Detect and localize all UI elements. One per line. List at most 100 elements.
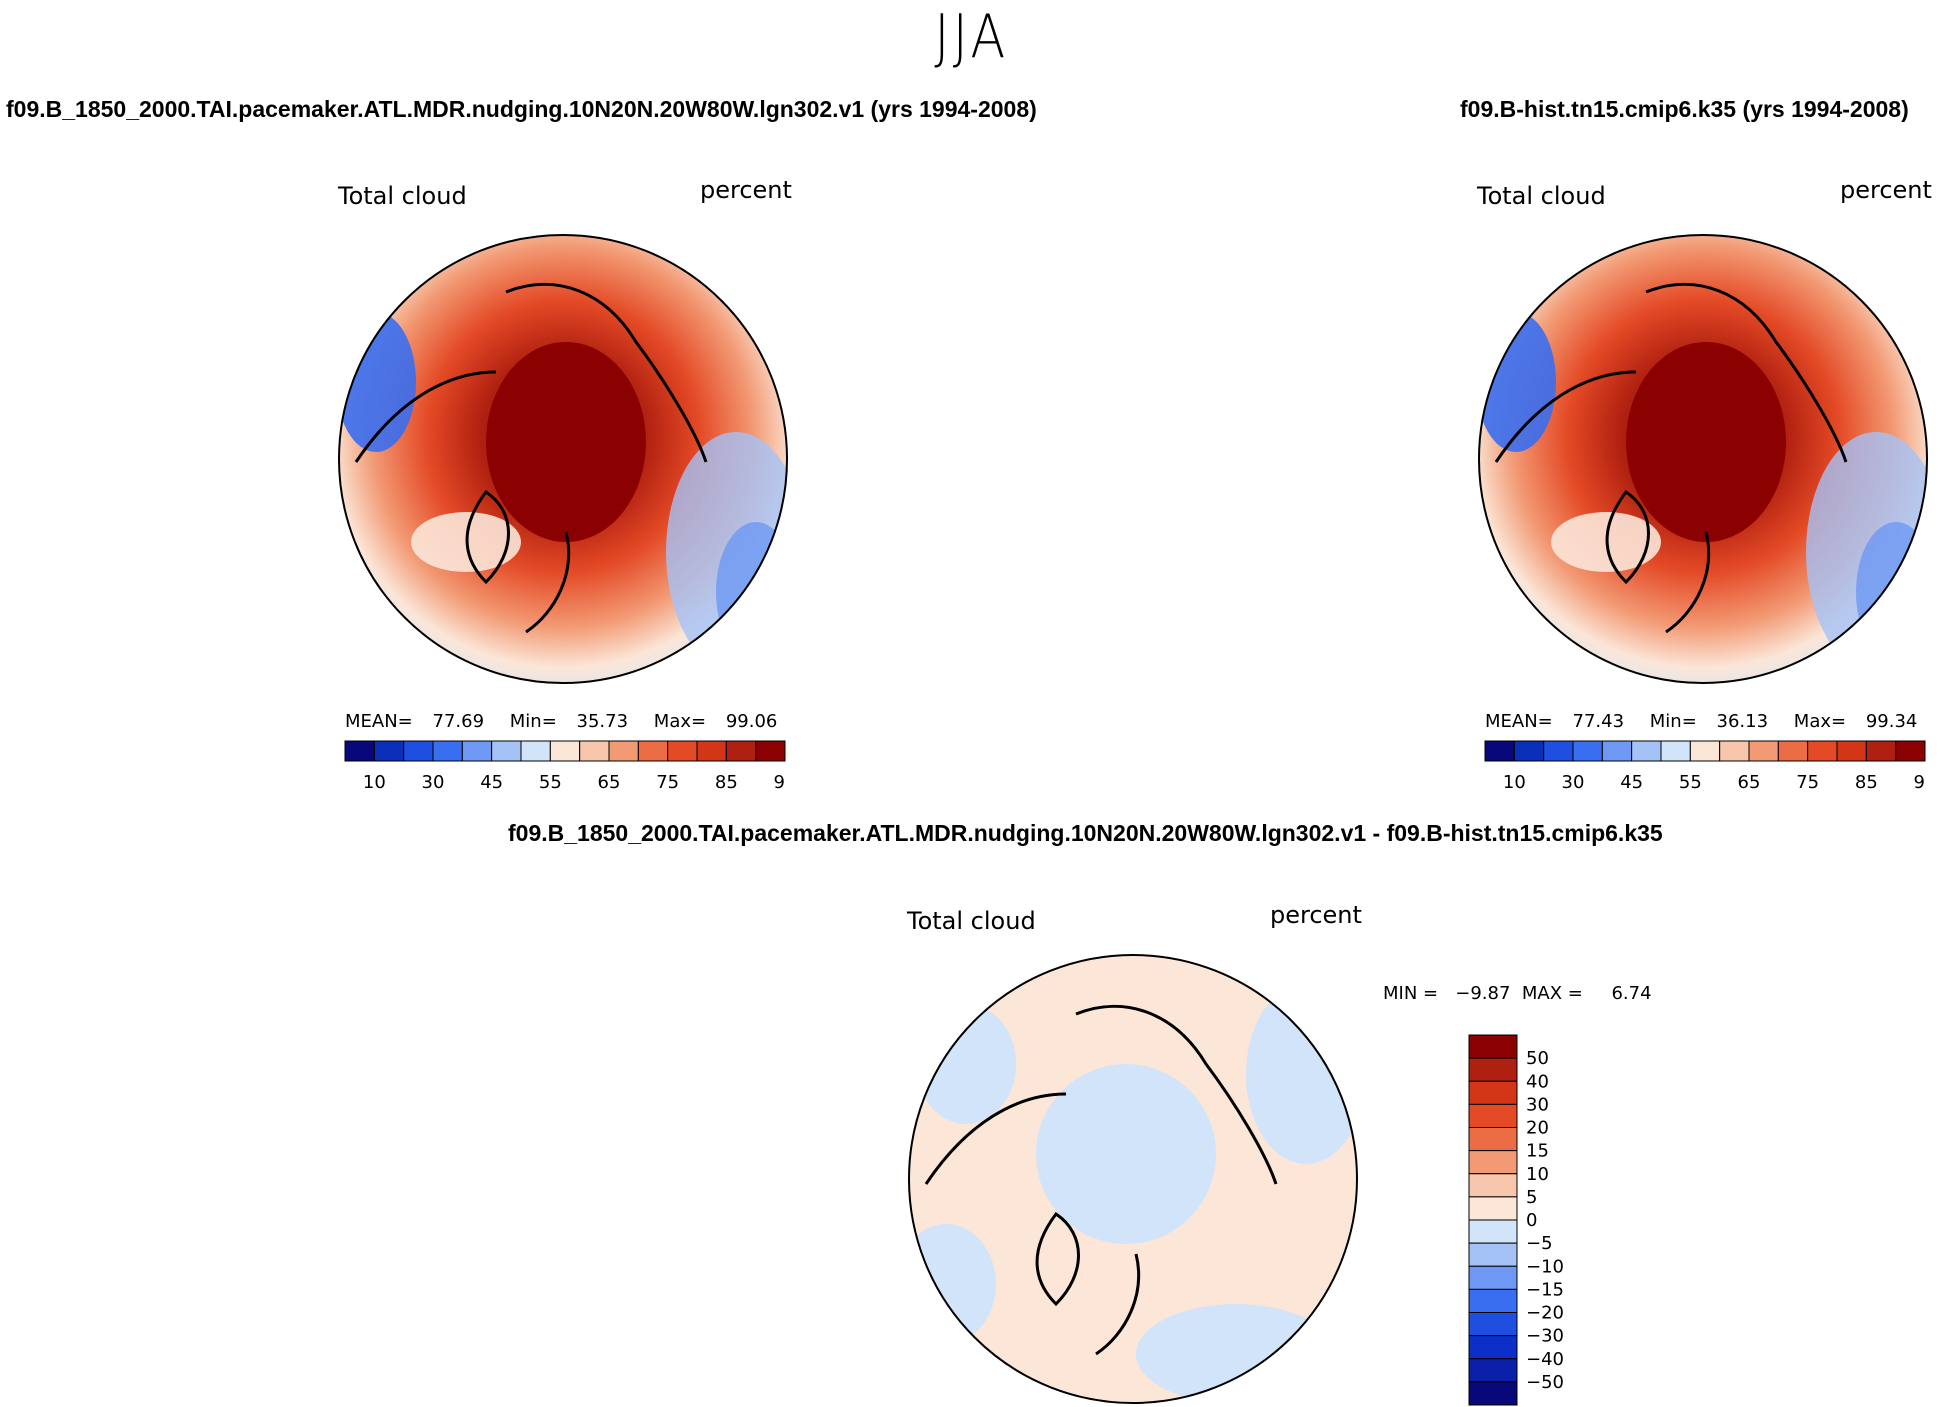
colorbar-1-swatch <box>579 740 610 762</box>
colorbar-1-swatch <box>637 740 669 762</box>
diff-colorbar-tick-label: 5 <box>1526 1187 1537 1208</box>
colorbar-2-swatch <box>1513 740 1545 762</box>
diff-negative-region-4 <box>1136 1304 1336 1403</box>
diff-colorbar-swatch <box>1468 1358 1518 1383</box>
colorbar-2-tick-label: 65 <box>1738 772 1761 793</box>
mean-label-2: MEAN= <box>1485 711 1553 732</box>
diff-colorbar-tick-label: 40 <box>1526 1071 1549 1092</box>
low-cloud-region-4 <box>1479 312 1556 452</box>
diff-colorbar-tick-label: −15 <box>1526 1279 1564 1300</box>
stats-1: MEAN= 77.69 Min= 35.73 Max= 99.06 <box>345 711 777 732</box>
min-label-2: Min= <box>1649 711 1697 732</box>
colorbar-1-swatch <box>667 740 698 762</box>
diff-colorbar-swatch <box>1468 1103 1518 1128</box>
diff-colorbar-swatch <box>1468 1219 1518 1244</box>
colorbar-1-swatch <box>344 740 375 762</box>
diff-colorbar-tick-label: −5 <box>1526 1233 1553 1254</box>
diff-colorbar-swatch <box>1468 1173 1518 1198</box>
polar-map-1 <box>338 234 788 684</box>
diff-colorbar-swatch <box>1468 1242 1518 1267</box>
case-title-2: f09.B-hist.tn15.cmip6.k35 (yrs 1994-2008… <box>1460 96 1909 122</box>
diff-colorbar-tick-label: −50 <box>1526 1372 1564 1393</box>
colorbar-2-swatch <box>1836 740 1867 762</box>
season-title: JJA <box>934 2 1009 72</box>
diff-negative-region-3 <box>916 1004 1016 1124</box>
max-value-2: 99.34 <box>1865 711 1918 732</box>
max-value-1: 99.06 <box>725 711 778 732</box>
colorbar-2-swatch <box>1895 740 1926 762</box>
colorbar-1-swatch <box>491 740 522 762</box>
polar-map-2 <box>1478 234 1928 684</box>
mean-value-1: 77.69 <box>432 711 485 732</box>
colorbar-1-tick-label: 95 <box>774 772 786 793</box>
diff-polar-map <box>908 954 1358 1404</box>
diff-minmax: MIN = −9.87 MAX = 6.74 <box>1383 983 1652 1004</box>
variable-label-1: Total cloud <box>338 182 467 210</box>
colorbar-1-swatch <box>432 740 463 762</box>
diff-colorbar-swatch <box>1468 1057 1518 1082</box>
diff-colorbar-tick-label: 0 <box>1526 1210 1537 1231</box>
colorbar-2-swatch <box>1719 740 1750 762</box>
low-cloud-region-1 <box>339 312 416 452</box>
min-label-1: Min= <box>509 711 557 732</box>
diff-colorbar-swatch <box>1468 1335 1518 1360</box>
max-label-1: Max= <box>653 711 707 732</box>
colorbar-1-tick-label: 75 <box>656 772 679 793</box>
colorbar-2-swatch <box>1484 740 1515 762</box>
diff-colorbar-swatch <box>1468 1265 1518 1290</box>
colorbar-2-swatch <box>1777 740 1809 762</box>
min-value-2: 36.13 <box>1716 711 1769 732</box>
units-label-2: percent <box>1840 176 1932 204</box>
colorbar-2: 10 30 45 55 65 75 85 95 <box>1484 740 1926 793</box>
colorbar-2-swatch <box>1865 740 1897 762</box>
diff-colorbar-swatch <box>1468 1080 1518 1105</box>
diff-colorbar-tick-label: −30 <box>1526 1326 1564 1347</box>
min-value-1: 35.73 <box>576 711 629 732</box>
diff-case-title: f09.B_1850_2000.TAI.pacemaker.ATL.MDR.nu… <box>508 820 1663 846</box>
colorbar-1-swatch <box>373 740 405 762</box>
colorbar-2-swatch <box>1543 740 1574 762</box>
diff-coastlines <box>924 1004 1278 1356</box>
colorbar-1-swatch <box>549 740 581 762</box>
mean-label-1: MEAN= <box>345 711 413 732</box>
diff-colorbar-swatch <box>1468 1196 1518 1221</box>
case-title-1: f09.B_1850_2000.TAI.pacemaker.ATL.MDR.nu… <box>6 96 1037 122</box>
diff-map-border <box>908 954 1358 1404</box>
stats-2: MEAN= 77.43 Min= 36.13 Max= 99.34 <box>1485 711 1917 732</box>
colorbar-2-swatch <box>1660 740 1691 762</box>
colorbar-2-tick-label: 75 <box>1796 772 1819 793</box>
mean-value-2: 77.43 <box>1572 711 1625 732</box>
colorbar-2-swatch <box>1689 740 1721 762</box>
diff-colorbar-swatch <box>1468 1288 1518 1313</box>
colorbar-2-tick-label: 30 <box>1562 772 1585 793</box>
map-border-2 <box>1478 234 1928 684</box>
colorbar-1-tick-label: 30 <box>422 772 445 793</box>
diff-colorbar-tick-label: −10 <box>1526 1256 1564 1277</box>
diff-colorbar-tick-label: 10 <box>1526 1164 1549 1185</box>
diff-variable-label: Total cloud <box>907 907 1036 935</box>
colorbar-1-tick-label: 85 <box>715 772 738 793</box>
colorbar-1-tick-label: 45 <box>480 772 503 793</box>
colorbar-2-tick-label: 85 <box>1855 772 1878 793</box>
colorbar-2-swatch <box>1601 740 1633 762</box>
diff-colorbar-tick-label: −40 <box>1526 1349 1564 1370</box>
colorbar-1-swatch <box>608 740 639 762</box>
colorbar-1-tick-label: 55 <box>539 772 562 793</box>
colorbar-2-swatch <box>1631 740 1662 762</box>
diff-colorbar-swatch <box>1468 1381 1518 1406</box>
colorbar-1-swatch <box>520 740 551 762</box>
arctic-core-1 <box>486 342 646 542</box>
colorbar-1: 10 30 45 55 65 75 85 95 <box>344 740 786 793</box>
diff-colorbar-tick-label: 30 <box>1526 1094 1549 1115</box>
colorbar-2-tick-label: 95 <box>1914 772 1926 793</box>
colorbar-2-tick-label: 45 <box>1620 772 1643 793</box>
colorbar-2-swatch <box>1748 740 1779 762</box>
colorbar-1-swatch <box>403 740 434 762</box>
colorbar-2-swatch <box>1807 740 1838 762</box>
colorbar-1-swatch <box>725 740 757 762</box>
coastlines-2 <box>1494 282 1848 634</box>
diff-colorbar-tick-label: 15 <box>1526 1141 1549 1162</box>
colorbar-2-tick-label: 55 <box>1679 772 1702 793</box>
max-label-2: Max= <box>1793 711 1847 732</box>
